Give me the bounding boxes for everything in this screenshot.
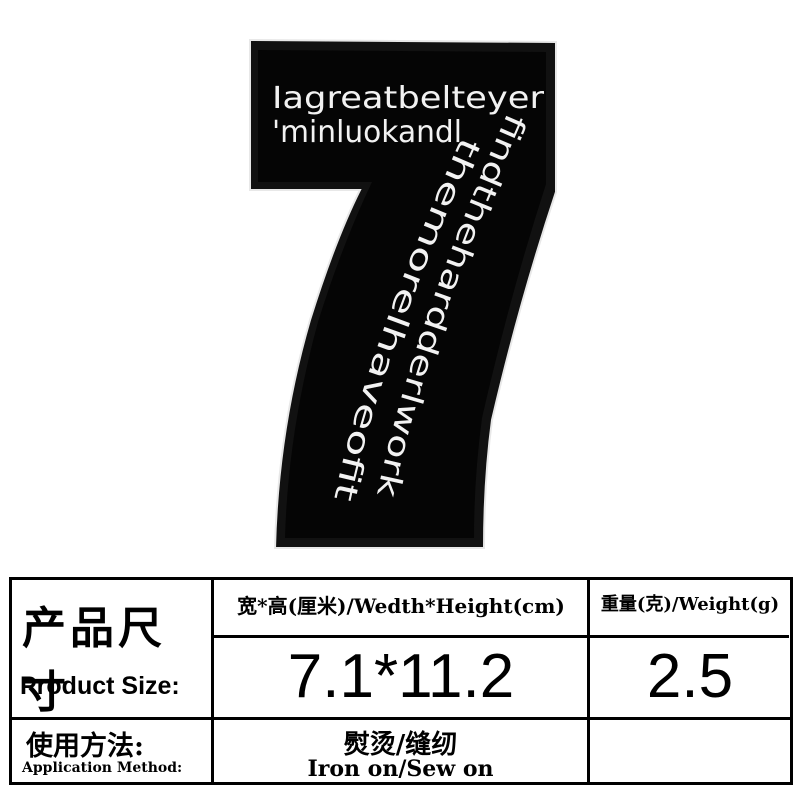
method-en: Iron on/Sew on <box>307 756 494 782</box>
patch-body <box>258 50 546 538</box>
dimension-value: 7.1*11.2 <box>287 642 515 711</box>
product-size-cn: 产品尺寸 <box>22 603 166 717</box>
method-cn: 熨烫/缝纫 <box>343 730 458 760</box>
product-size-label-cell: 产品尺寸 Product Size: <box>12 580 211 717</box>
application-label-cell: 使用方法: Application Method: <box>12 720 211 782</box>
application-en: Application Method: <box>22 760 183 776</box>
product-size-en: Product Size: <box>20 672 180 700</box>
empty-cell <box>590 720 790 782</box>
dimension-header: 宽*高(厘米)/Wedth*Height(cm) <box>237 594 565 618</box>
application-method-cell: 熨烫/缝纫 Iron on/Sew on <box>214 720 587 782</box>
weight-header: 重量(克)/Weight(g) <box>600 594 780 615</box>
patch-top-text-2: 'minluokandl <box>272 115 462 150</box>
weight-value: 2.5 <box>646 642 734 711</box>
number-seven-patch: Iagreatbelteyer 'minluokandl findthehard… <box>249 38 557 549</box>
patch-top-text-1: Iagreatbelteyer <box>272 81 545 116</box>
application-cn: 使用方法: <box>26 731 144 762</box>
product-info-table: 产品尺寸 Product Size: 宽*高(厘米)/Wedth*Height(… <box>9 577 793 785</box>
